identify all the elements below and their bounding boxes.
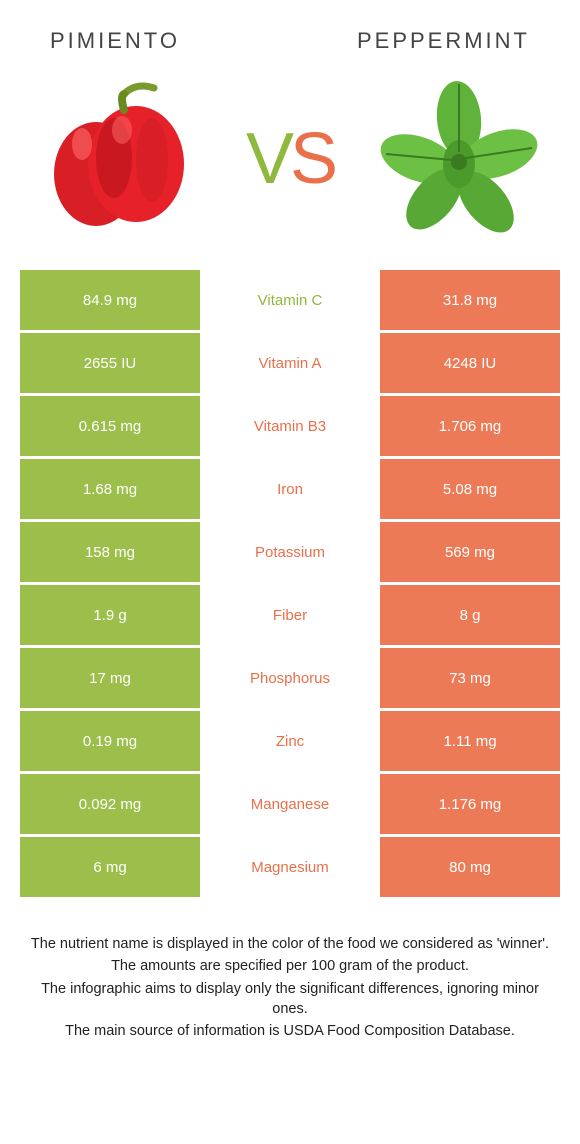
vs-s: S (290, 118, 334, 200)
nutrient-label: Iron (200, 459, 380, 519)
left-value: 0.615 mg (20, 396, 200, 456)
nutrient-label: Vitamin C (200, 270, 380, 330)
nutrient-label: Vitamin B3 (200, 396, 380, 456)
table-row: 2655 IUVitamin A4248 IU (20, 333, 560, 393)
title-right: PEPPERMINT (357, 28, 530, 54)
footer-line: The nutrient name is displayed in the co… (22, 934, 558, 954)
right-value: 1.706 mg (380, 396, 560, 456)
table-row: 0.092 mgManganese1.176 mg (20, 774, 560, 834)
nutrient-label: Fiber (200, 585, 380, 645)
left-value: 0.19 mg (20, 711, 200, 771)
table-row: 0.19 mgZinc1.11 mg (20, 711, 560, 771)
vs-label: VS (246, 118, 334, 200)
nutrient-label: Magnesium (200, 837, 380, 897)
footer-line: The infographic aims to display only the… (22, 979, 558, 1020)
images-row: VS (0, 64, 580, 264)
footer-notes: The nutrient name is displayed in the co… (0, 900, 580, 1041)
table-row: 6 mgMagnesium80 mg (20, 837, 560, 897)
title-left: PIMIENTO (50, 28, 180, 54)
table-row: 158 mgPotassium569 mg (20, 522, 560, 582)
header: PIMIENTO PEPPERMINT (0, 0, 580, 64)
right-value: 4248 IU (380, 333, 560, 393)
nutrient-label: Vitamin A (200, 333, 380, 393)
peppermint-image (374, 74, 544, 244)
comparison-table: 84.9 mgVitamin C31.8 mg2655 IUVitamin A4… (20, 270, 560, 897)
table-row: 1.68 mgIron5.08 mg (20, 459, 560, 519)
right-value: 8 g (380, 585, 560, 645)
nutrient-label: Potassium (200, 522, 380, 582)
footer-line: The amounts are specified per 100 gram o… (22, 956, 558, 976)
right-value: 31.8 mg (380, 270, 560, 330)
left-value: 84.9 mg (20, 270, 200, 330)
left-value: 158 mg (20, 522, 200, 582)
right-value: 73 mg (380, 648, 560, 708)
right-value: 5.08 mg (380, 459, 560, 519)
table-row: 84.9 mgVitamin C31.8 mg (20, 270, 560, 330)
left-value: 1.9 g (20, 585, 200, 645)
table-row: 0.615 mgVitamin B31.706 mg (20, 396, 560, 456)
right-value: 80 mg (380, 837, 560, 897)
table-row: 1.9 gFiber8 g (20, 585, 560, 645)
left-value: 6 mg (20, 837, 200, 897)
nutrient-label: Zinc (200, 711, 380, 771)
left-value: 0.092 mg (20, 774, 200, 834)
nutrient-label: Phosphorus (200, 648, 380, 708)
vs-v: V (246, 118, 290, 200)
right-value: 1.11 mg (380, 711, 560, 771)
right-value: 569 mg (380, 522, 560, 582)
table-row: 17 mgPhosphorus73 mg (20, 648, 560, 708)
pimiento-image (36, 74, 206, 244)
left-value: 2655 IU (20, 333, 200, 393)
nutrient-label: Manganese (200, 774, 380, 834)
left-value: 17 mg (20, 648, 200, 708)
right-value: 1.176 mg (380, 774, 560, 834)
footer-line: The main source of information is USDA F… (22, 1021, 558, 1041)
left-value: 1.68 mg (20, 459, 200, 519)
